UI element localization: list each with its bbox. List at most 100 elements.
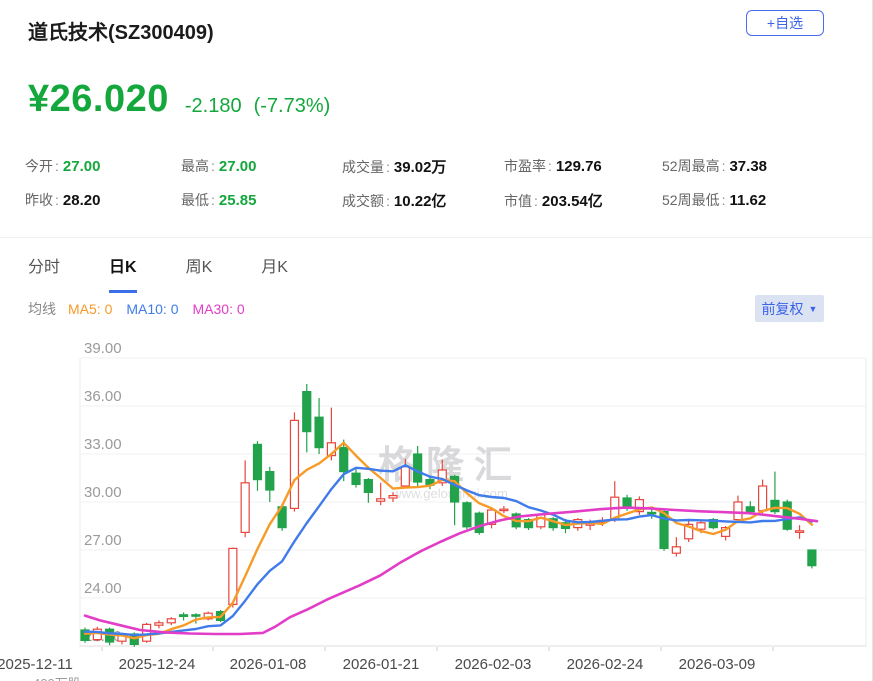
stat-item: 今开:27.00 [25,156,181,177]
ma5-line [83,441,814,640]
candle-body [622,497,632,508]
candle-body [450,475,460,503]
x-axis-label: 2026-02-03 [455,656,532,673]
x-axis-label: 2026-01-08 [230,656,307,673]
candle-body [302,390,312,433]
stat-value: 37.38 [729,158,768,175]
stat-item: 最低:25.85 [181,190,342,211]
x-axis-label: 2026-03-09 [679,656,756,673]
stat-item: 最高:27.00 [181,156,342,177]
page-title: 道氏技术(SZ300409) [28,22,214,44]
stat-separator: : [386,159,390,175]
candle-body [770,499,780,513]
stat-item: 52周最低:11.62 [662,190,870,211]
y-axis-label: 30.00 [84,484,122,501]
ma-legend-item: MA10: 0 [126,301,179,317]
quote-price-row: ¥26.020 -2.180 (-7.73%) [28,78,330,121]
tab-分时[interactable]: 分时 [28,259,61,276]
stat-label: 市盈率 [504,158,546,174]
stat-separator: : [55,192,59,208]
stat-label: 最低 [181,192,209,208]
candle-body [659,511,669,550]
candle-body [671,546,681,554]
section-divider [0,237,872,238]
stat-value: 27.00 [62,158,101,175]
candles-series [80,383,817,647]
stat-item: 市值:203.54亿 [504,190,662,211]
volume-axis-label: 400万股 [33,676,81,681]
stat-item: 市盈率:129.76 [504,156,662,177]
stat-separator: : [548,158,552,174]
stat-value: 203.54亿 [541,193,603,210]
stat-label: 52周最低 [662,192,720,208]
y-axis-label: 33.00 [84,436,122,453]
candle-body [794,530,805,534]
stat-value: 39.02万 [393,159,447,176]
candle-body [80,629,90,641]
candle-body [634,499,645,513]
adjust-type-label: 前复权 [761,300,804,317]
candle-body [265,471,275,491]
candle-body [142,623,152,642]
candle-body [240,482,250,534]
stat-value: 28.20 [62,192,101,209]
y-axis-label: 21.00 [84,628,122,645]
ma-legend-item: MA5: 0 [68,301,113,317]
stat-separator: : [211,158,215,174]
candle-body [523,519,534,529]
stat-value: 27.00 [218,158,257,175]
candle-body [314,416,324,449]
candle-body [376,498,386,502]
stat-separator: : [721,158,726,174]
candle-body [413,453,423,483]
y-axis-label: 39.00 [84,340,122,357]
ma30-line [83,506,819,636]
candle-body [782,501,792,530]
candle-body [462,502,472,528]
candle-body [696,522,706,530]
candlestick-chart[interactable]: 39.0036.0033.0030.0027.0024.0021.00格隆汇ww… [0,338,873,681]
stat-value: 11.62 [729,192,767,209]
candle-body [252,443,263,481]
candle-body [388,495,398,499]
tab-月K[interactable]: 月K [261,259,288,276]
stat-separator: : [721,192,726,208]
stat-label: 成交量 [342,159,384,175]
stat-label: 昨收 [25,192,53,208]
candle-body [203,612,213,620]
add-watchlist-button[interactable]: +自选 [746,10,824,36]
candle-body [807,549,817,567]
candle-body [757,485,768,512]
ma-legend-row: 均线 MA5: 0 MA10: 0 MA30: 0 [28,299,259,319]
tab-周K[interactable]: 周K [185,259,213,276]
candle-body [684,523,694,540]
y-axis-label: 24.00 [84,580,122,597]
tab-日K[interactable]: 日K [109,253,137,293]
x-axis-label: 2026-02-24 [567,656,644,673]
ma10-line [83,464,814,637]
stat-label: 今开 [25,158,53,174]
candle-body [363,479,373,494]
candle-body [474,512,484,533]
adjust-type-dropdown[interactable]: 前复权 ▼ [755,295,824,322]
price-change-percent: (-7.73%) [253,95,331,117]
stat-value: 129.76 [555,158,602,175]
chart-period-tabs: 分时 日K 周K 月K [28,253,337,293]
stat-item: 成交量:39.02万 [342,156,504,177]
stat-label: 最高 [181,158,209,174]
stat-label: 市值 [504,193,532,209]
watermark-url: www.gelonghui.com [391,486,508,501]
ma-legend-item: MA30: 0 [192,301,245,317]
stat-value: 10.22亿 [393,193,447,210]
candle-body [191,614,201,617]
stat-separator: : [534,193,538,209]
price-change: -2.180 [184,95,242,117]
stat-separator: : [55,158,59,174]
candle-body [400,466,410,487]
x-axis-label: 2025-12-11 [0,656,73,673]
stat-label: 52周最高 [662,158,720,174]
candle-body [486,509,497,525]
y-axis-label: 36.00 [84,388,122,405]
candle-body [745,506,755,513]
